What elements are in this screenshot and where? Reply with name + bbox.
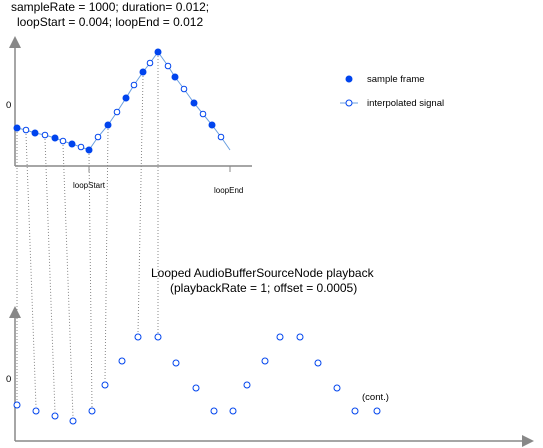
loop-start-label: loopStart bbox=[73, 181, 106, 190]
sample-frame bbox=[31, 129, 39, 137]
playback-point bbox=[314, 359, 322, 367]
playback-point bbox=[192, 384, 200, 392]
legend-label: sample frame bbox=[367, 74, 425, 85]
projection-line bbox=[44, 138, 56, 413]
playback-point bbox=[101, 381, 109, 389]
bottom-title: Looped AudioBufferSourceNode playback bbox=[151, 266, 375, 280]
playback-point bbox=[351, 407, 359, 415]
projection-line bbox=[137, 75, 144, 334]
legend-marker bbox=[345, 99, 353, 107]
playback-point bbox=[154, 333, 162, 341]
sample-frame bbox=[122, 94, 130, 102]
playback-point bbox=[172, 359, 180, 367]
sample-frame bbox=[13, 124, 21, 132]
sample-frame bbox=[104, 121, 112, 129]
sample-frame bbox=[85, 146, 93, 154]
sample-frame bbox=[51, 134, 59, 142]
projection-line bbox=[62, 144, 74, 418]
playback-point bbox=[243, 381, 251, 389]
playback-point bbox=[69, 417, 77, 425]
playback-point bbox=[296, 333, 304, 341]
interpolated-point bbox=[146, 59, 154, 67]
sample-frame bbox=[139, 68, 147, 76]
interpolated-point bbox=[180, 85, 188, 93]
playback-point bbox=[261, 357, 269, 365]
loop-end-label: loopEnd bbox=[214, 186, 243, 195]
playback-point bbox=[333, 384, 341, 392]
interpolated-point bbox=[94, 133, 102, 141]
bottom-title: (playbackRate = 1; offset = 0.0005) bbox=[170, 281, 357, 295]
interpolated-point bbox=[77, 143, 85, 151]
sample-frame bbox=[171, 73, 179, 81]
playback-point bbox=[88, 407, 96, 415]
playback-point bbox=[276, 333, 284, 341]
projection-line bbox=[25, 133, 37, 408]
interpolated-point bbox=[22, 126, 30, 134]
continued-label: (cont.) bbox=[362, 392, 389, 403]
header-line: sampleRate = 1000; duration= 0.012; bbox=[11, 0, 209, 14]
header-line: loopStart = 0.004; loopEnd = 0.012 bbox=[17, 15, 203, 29]
playback-point bbox=[210, 407, 218, 415]
interpolated-point bbox=[164, 62, 172, 70]
interpolated-point bbox=[59, 137, 67, 145]
interpolated-point bbox=[130, 81, 138, 89]
legend-marker bbox=[345, 75, 353, 83]
zero-label: 0 bbox=[6, 374, 11, 385]
signal-line bbox=[16, 51, 231, 151]
playback-point bbox=[229, 407, 237, 415]
projection-line bbox=[104, 128, 109, 382]
playback-point bbox=[134, 333, 142, 341]
playback-point bbox=[373, 407, 381, 415]
playback-point bbox=[13, 401, 21, 409]
projection-line bbox=[88, 153, 93, 408]
interpolated-point bbox=[113, 108, 121, 116]
sample-frame bbox=[68, 140, 76, 148]
playback-point bbox=[32, 407, 40, 415]
interpolated-point bbox=[41, 131, 49, 139]
sample-frame bbox=[208, 121, 216, 129]
playback-point bbox=[118, 357, 126, 365]
playback-point bbox=[51, 412, 59, 420]
sample-frame bbox=[190, 99, 198, 107]
interpolated-point bbox=[217, 133, 225, 141]
legend-label: interpolated signal bbox=[367, 98, 444, 109]
zero-label: 0 bbox=[6, 100, 11, 111]
sample-frame bbox=[154, 48, 162, 56]
interpolated-point bbox=[199, 110, 207, 118]
